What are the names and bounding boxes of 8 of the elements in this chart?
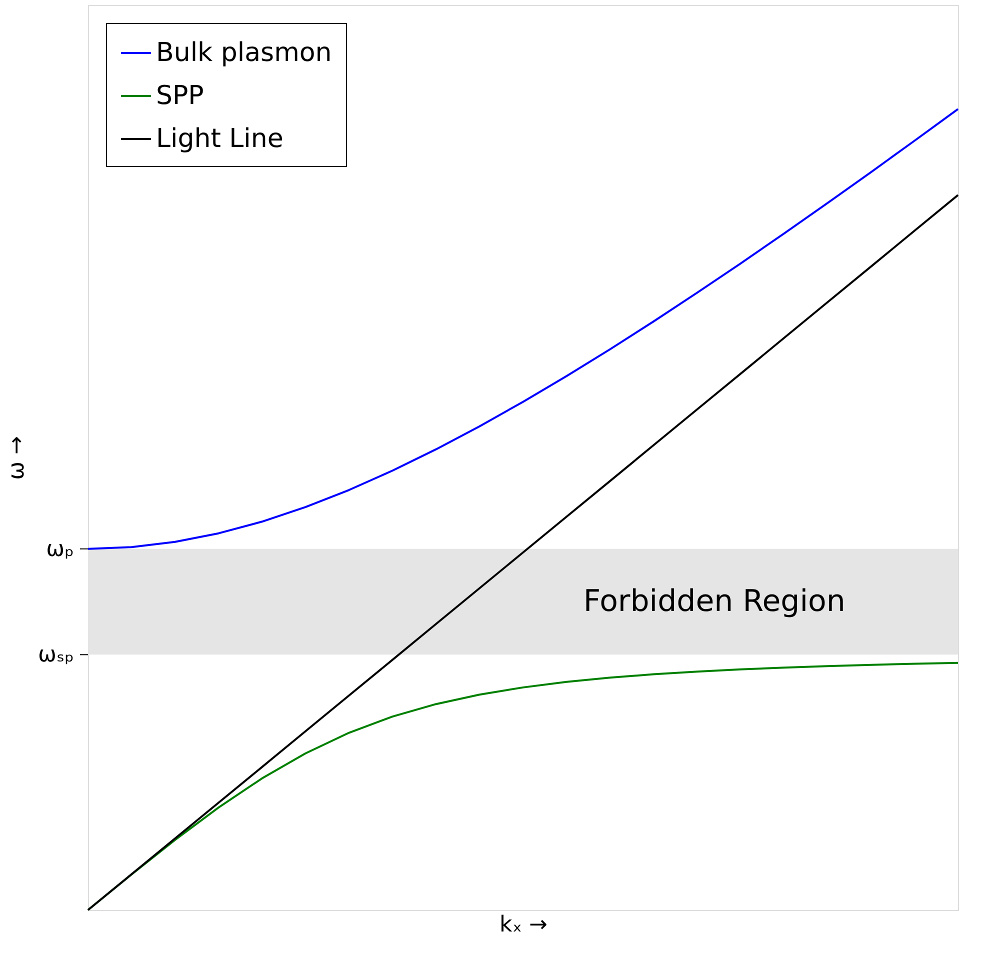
ref-line-label: ωₚ — [46, 536, 74, 562]
band-label: Forbidden Region — [583, 584, 846, 619]
legend-label: SPP — [156, 81, 204, 111]
x-axis-title: kₓ → — [500, 912, 548, 938]
ref-line-label: ωₛₚ — [38, 642, 74, 668]
legend-label: Bulk plasmon — [156, 38, 332, 68]
y-axis-title: ω → — [4, 436, 30, 480]
legend-label: Light Line — [156, 124, 284, 154]
